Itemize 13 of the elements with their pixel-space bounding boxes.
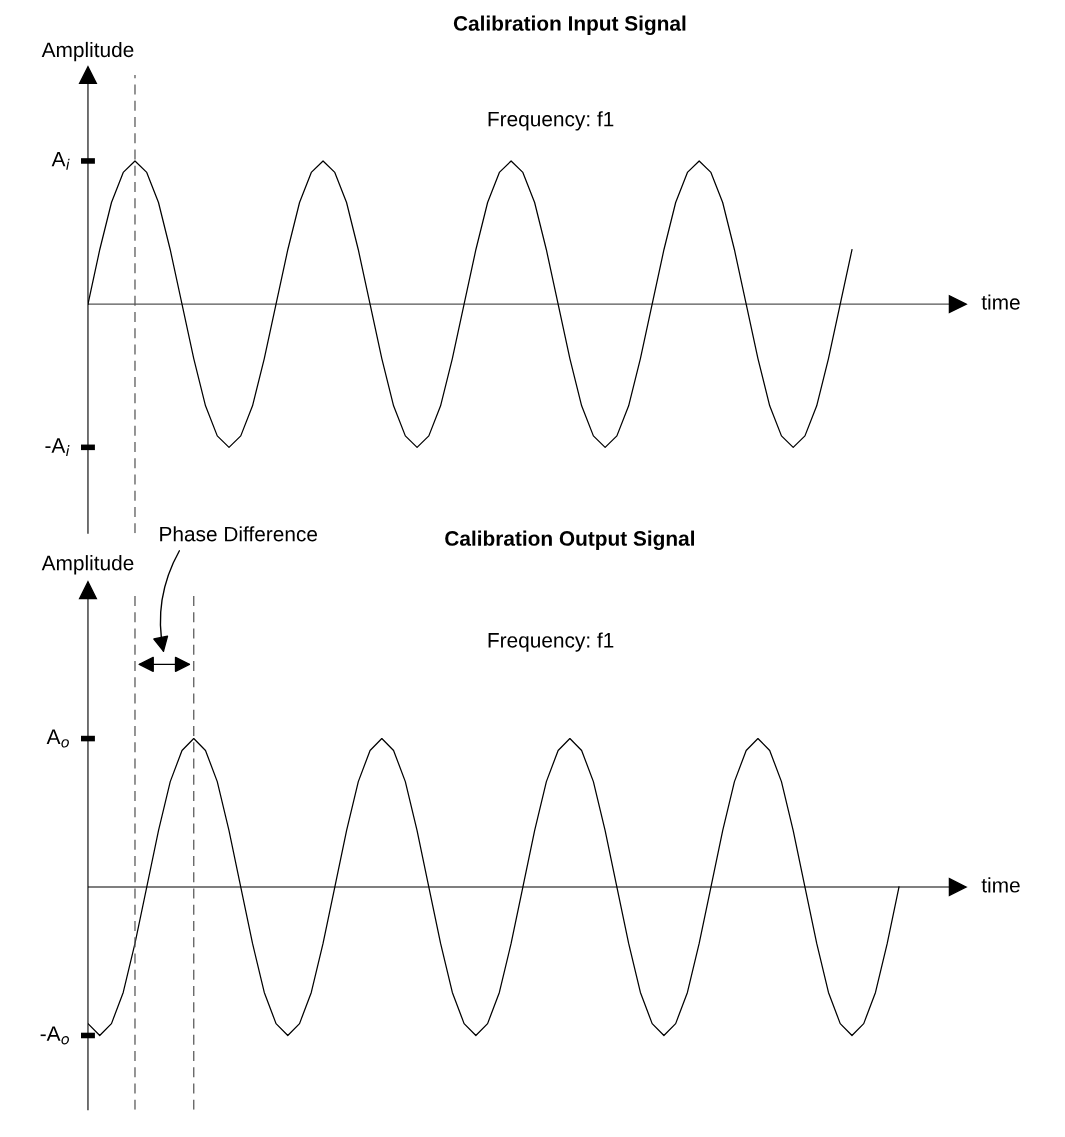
- y-axis-title: Amplitude: [41, 555, 134, 575]
- text: A$_{i}$: [51, 151, 70, 170]
- text: A$_{o}$: [46, 729, 69, 748]
- text: -A$_{o}$: [40, 1026, 69, 1045]
- chart-title: Calibration Input Signal: [453, 15, 686, 36]
- chart-title: Calibration Output Signal: [445, 530, 694, 551]
- text: Frequency: f1: [488, 632, 614, 652]
- text: -A$_{i}$: [45, 438, 70, 457]
- text: Phase Difference: [160, 526, 318, 542]
- x-axis-title: time: [981, 294, 1020, 310]
- x-axis-title: time: [981, 877, 1020, 893]
- y-axis-title: Amplitude: [41, 41, 134, 62]
- text: Frequency: f1: [488, 111, 614, 131]
